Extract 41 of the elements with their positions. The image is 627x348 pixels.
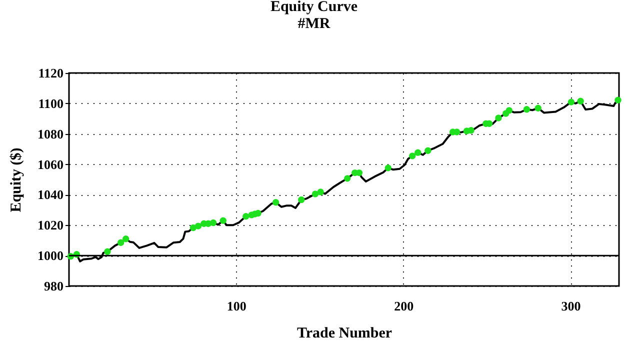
chart-title: Equity Curve	[270, 0, 358, 15]
y-tick-label: 1080	[38, 126, 64, 142]
point	[220, 217, 226, 224]
y-tick-label: 1040	[38, 187, 64, 202]
point	[254, 210, 262, 217]
x-axis-title: Trade Number	[296, 326, 392, 342]
point	[614, 96, 622, 104]
y-tick-label: 1100	[38, 96, 64, 111]
point	[506, 107, 513, 114]
y-tick-label: 1020	[38, 218, 64, 233]
x-tick-label: 200	[394, 298, 414, 314]
y-tick-label: 980	[44, 278, 64, 294]
y-tick-label: 1000	[38, 248, 64, 264]
chart-subtitle: #MR	[298, 16, 330, 32]
point	[242, 212, 250, 220]
point	[272, 198, 280, 206]
point	[210, 219, 217, 226]
point	[298, 196, 305, 204]
point	[117, 239, 124, 246]
point	[344, 175, 351, 182]
y-tick-label: 1060	[38, 156, 64, 172]
point	[409, 152, 416, 160]
point	[523, 106, 530, 113]
point	[194, 222, 202, 230]
x-tick-label: 300	[561, 298, 581, 314]
point	[534, 104, 542, 112]
point	[568, 98, 575, 106]
point	[414, 149, 422, 156]
point	[495, 114, 502, 122]
point	[424, 147, 432, 154]
point	[317, 188, 324, 196]
point	[577, 98, 584, 104]
x-tick-label: 100	[226, 298, 246, 314]
y-axis-title: Equity ($)	[8, 148, 24, 212]
point	[104, 248, 111, 255]
point	[468, 127, 474, 134]
point	[122, 235, 130, 242]
point	[356, 169, 363, 176]
y-tick-label: 1120	[38, 66, 64, 80]
point	[312, 190, 319, 198]
point	[384, 164, 392, 172]
